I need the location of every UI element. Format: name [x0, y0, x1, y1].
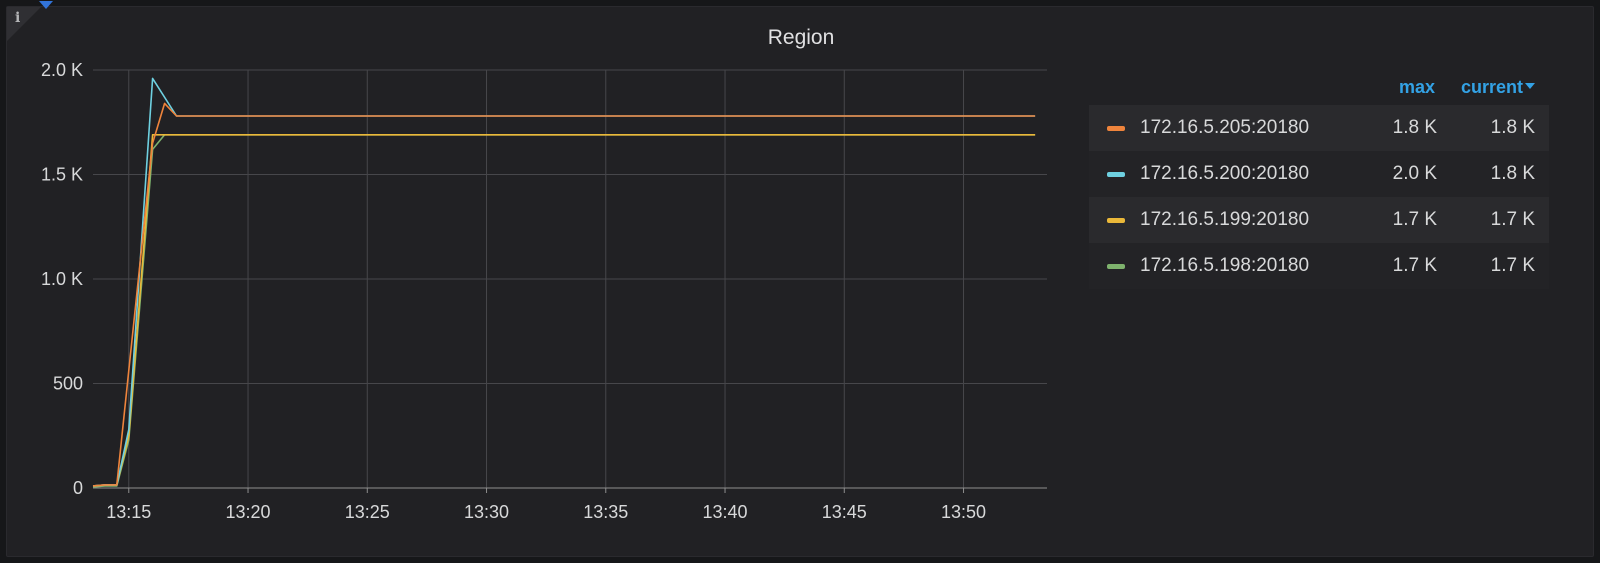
x-tick-label: 13:15: [106, 502, 151, 522]
series-color-swatch[interactable]: [1107, 263, 1125, 269]
sort-caret-icon: [1525, 83, 1535, 90]
series-line: [92, 134, 1036, 487]
line-chart: 0 500 1.0 K 1.5 K 2.0 K 13:15 13:20 13:25 13:30…: [41, 60, 1047, 522]
y-tick-label: 500: [53, 374, 83, 394]
panel-info-corner[interactable]: [7, 7, 41, 41]
legend-max-value: 1.8 K: [1392, 117, 1437, 138]
legend-row[interactable]: 172.16.5.199:20180 1.7 K 1.7 K: [1089, 197, 1549, 243]
legend-header: max current: [1089, 71, 1549, 105]
legend-max-value: 1.7 K: [1392, 255, 1437, 276]
y-tick-label: 1.0 K: [41, 269, 83, 289]
legend-row[interactable]: 172.16.5.200:20180 2.0 K 1.8 K: [1089, 151, 1549, 197]
series-line: [92, 134, 1036, 488]
x-axis: 13:15 13:20 13:25 13:30 13:35 13:40 13:45 13:50: [106, 502, 986, 522]
legend-current-value: 1.8 K: [1490, 163, 1535, 184]
legend-current-value: 1.7 K: [1490, 209, 1535, 230]
legend-series-name[interactable]: 172.16.5.205:20180: [1140, 117, 1310, 138]
legend-max-value: 1.7 K: [1392, 209, 1437, 230]
legend-max-value: 2.0 K: [1392, 163, 1437, 184]
x-tick-label: 13:20: [226, 502, 271, 522]
series-color-swatch[interactable]: [1107, 125, 1125, 131]
series-line: [92, 77, 1036, 487]
series-color-swatch[interactable]: [1107, 217, 1125, 223]
y-axis: 0 500 1.0 K 1.5 K 2.0 K: [41, 60, 83, 498]
graph-panel: i Region 0 500 1.0 K 1.5 K 2.0 K 13:15 13:20 1…: [6, 1, 1594, 557]
x-tick-label: 13:50: [941, 502, 986, 522]
chart-series: [92, 77, 1036, 488]
legend-series-name[interactable]: 172.16.5.200:20180: [1140, 163, 1310, 184]
x-tick-label: 13:35: [583, 502, 628, 522]
legend-sort-current[interactable]: current: [1461, 77, 1535, 98]
panel-link-marker: [39, 1, 53, 9]
series-color-swatch[interactable]: [1107, 171, 1125, 177]
legend-series-name[interactable]: 172.16.5.199:20180: [1140, 209, 1310, 230]
x-tick-label: 13:45: [822, 502, 867, 522]
x-tick-label: 13:25: [345, 502, 390, 522]
legend-table: max current 172.16.5.205:20180 1.8 K 1.8…: [1089, 71, 1549, 289]
y-tick-label: 2.0 K: [41, 60, 83, 80]
legend-rows: 172.16.5.205:20180 1.8 K 1.8 K 172.16.5.…: [1089, 105, 1549, 289]
series-line: [92, 102, 1036, 487]
chart-grid: [93, 69, 1047, 493]
legend-row[interactable]: 172.16.5.198:20180 1.7 K 1.7 K: [1089, 243, 1549, 289]
y-tick-label: 0: [73, 478, 83, 498]
legend-row[interactable]: 172.16.5.205:20180 1.8 K 1.8 K: [1089, 105, 1549, 151]
legend-sort-max[interactable]: max: [1398, 77, 1435, 97]
legend-current-value: 1.7 K: [1490, 255, 1535, 276]
y-tick-label: 1.5 K: [41, 165, 83, 185]
x-tick-label: 13:30: [464, 502, 509, 522]
panel-title[interactable]: Region: [767, 26, 835, 49]
legend-current-value: 1.8 K: [1490, 117, 1535, 138]
x-tick-label: 13:40: [703, 502, 748, 522]
info-icon[interactable]: i: [15, 10, 21, 26]
legend-series-name[interactable]: 172.16.5.198:20180: [1140, 255, 1310, 276]
